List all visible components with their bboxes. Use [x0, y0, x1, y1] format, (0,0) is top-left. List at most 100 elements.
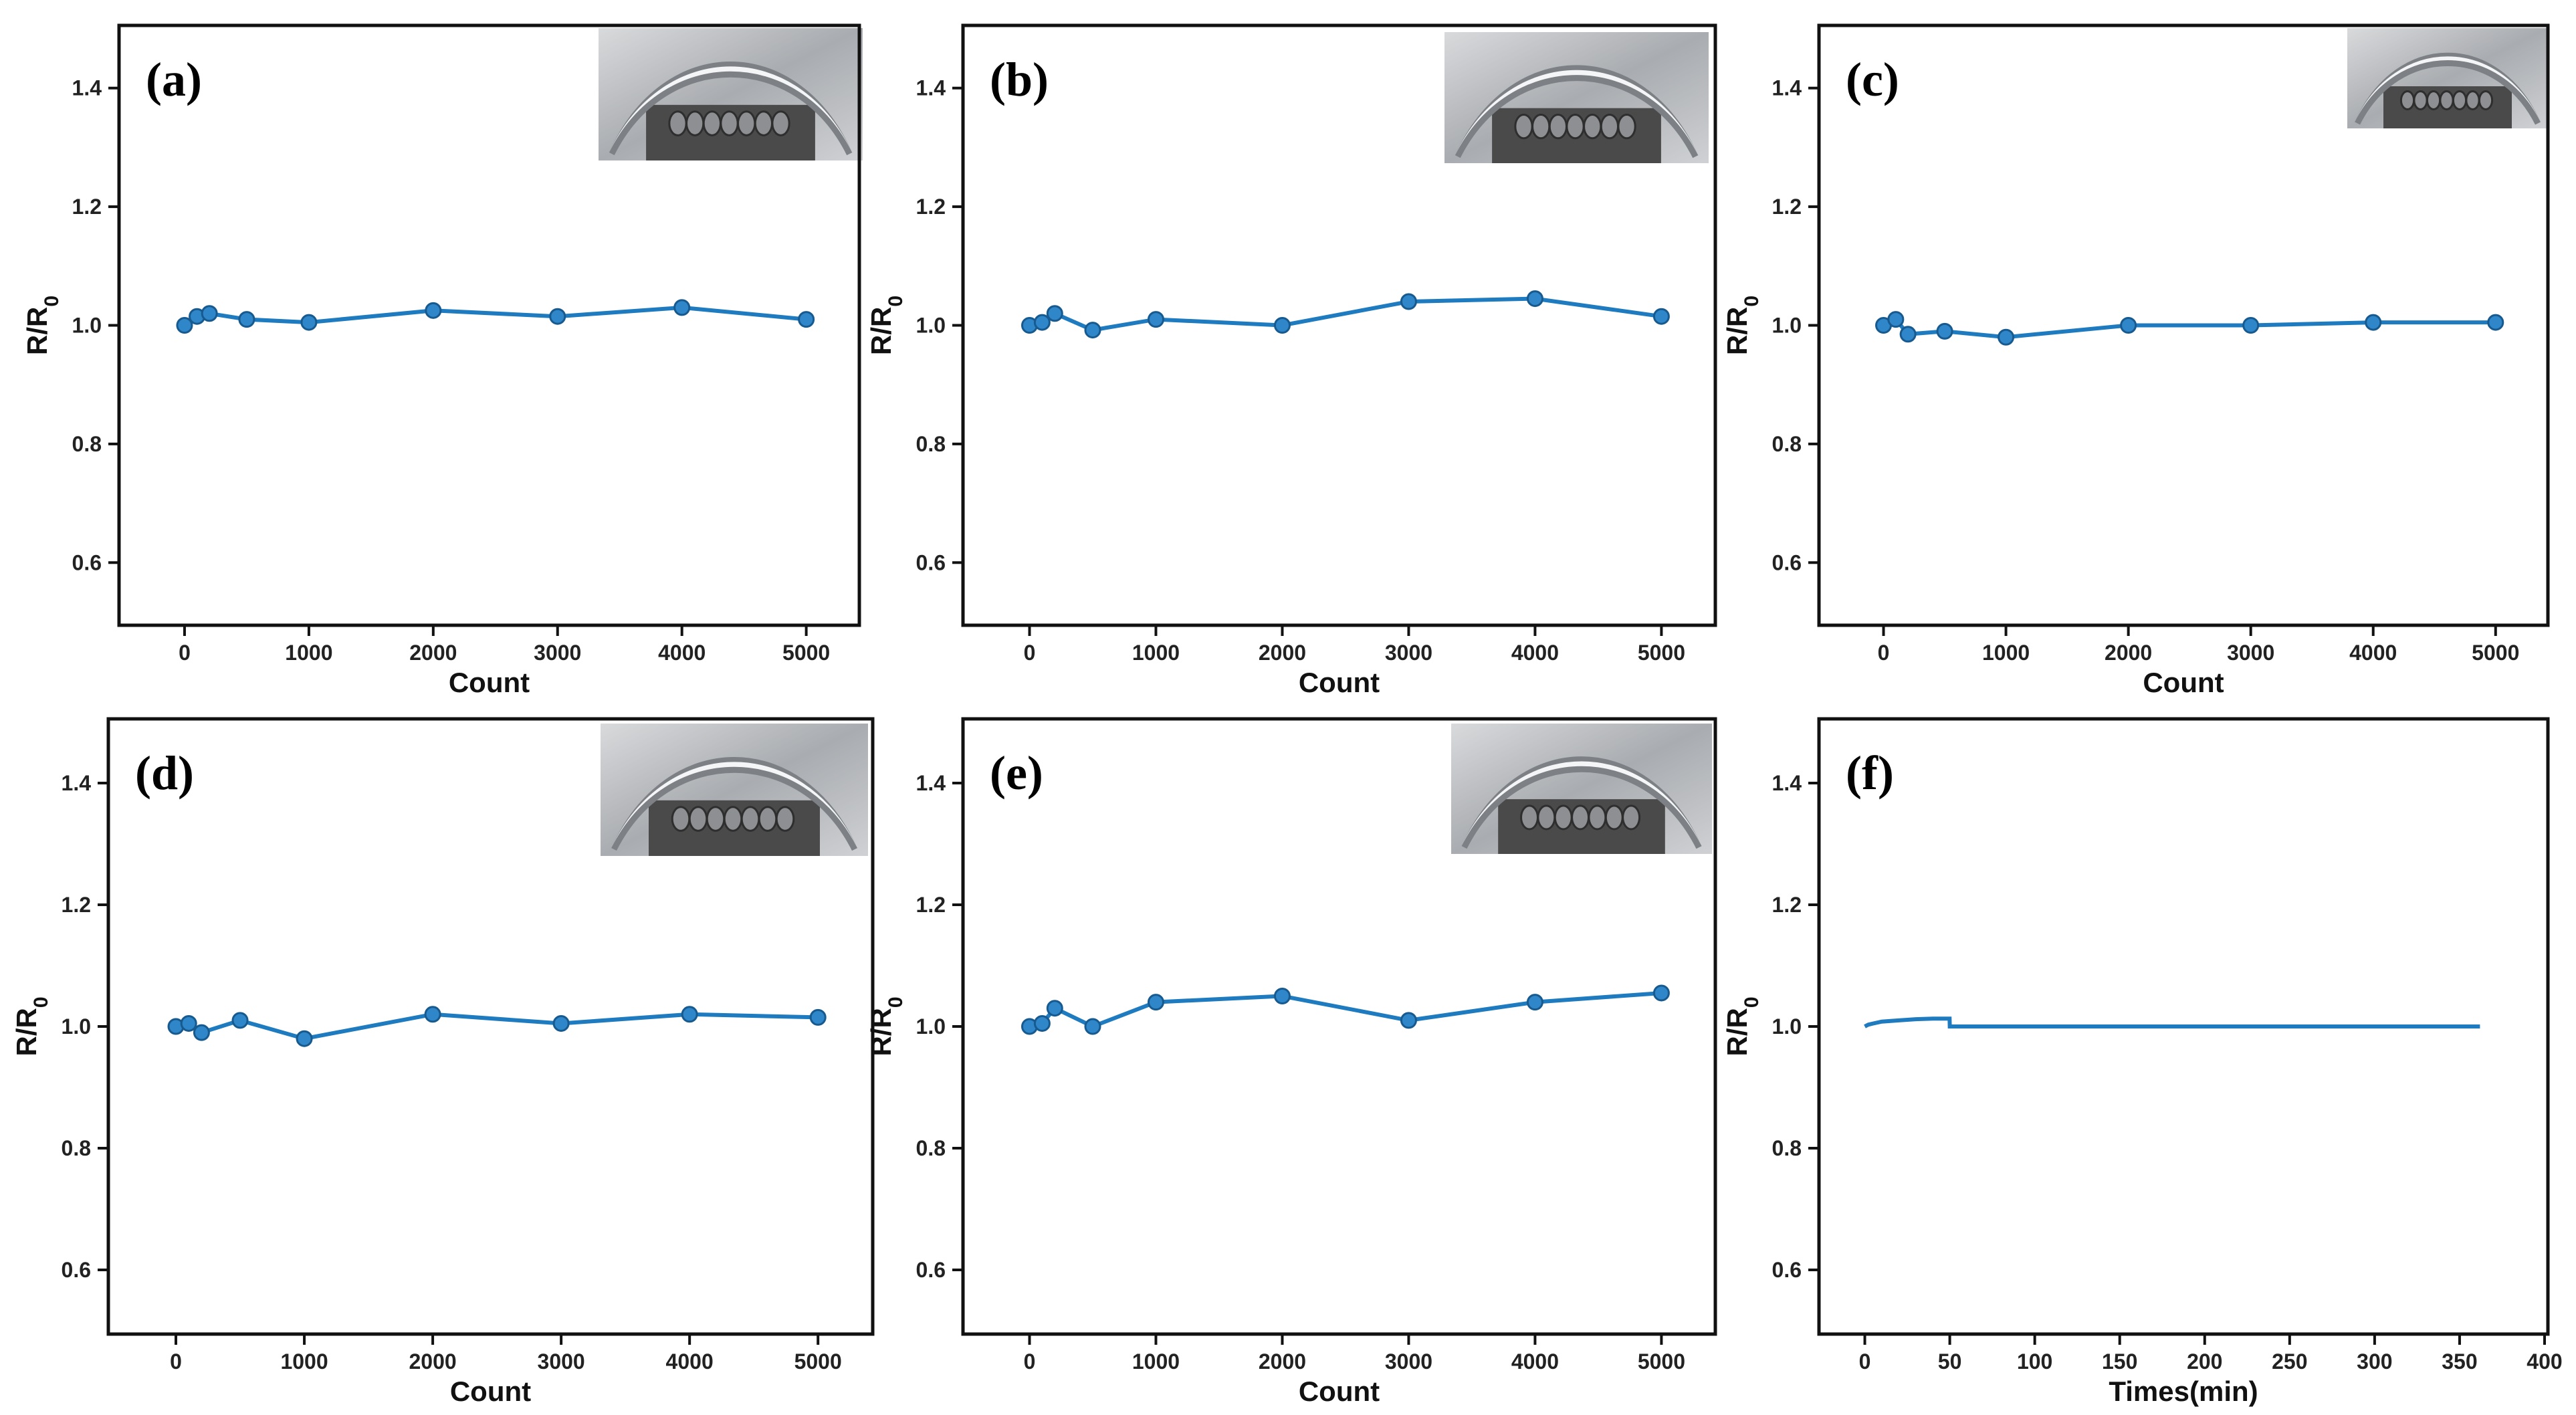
data-point: [673, 299, 691, 316]
data-point: [201, 305, 218, 322]
y-tick-label: 0.6: [916, 1258, 946, 1282]
data-point: [424, 1006, 441, 1023]
data-point: [1998, 328, 2015, 346]
data-point: [549, 308, 566, 325]
y-tick-label: 0.6: [1772, 1258, 1802, 1282]
x-tick-label: 4000: [1511, 641, 1559, 665]
x-tick-label: 200: [2187, 1349, 2222, 1374]
x-axis-label: Count: [2143, 667, 2224, 698]
series-line: [1029, 296, 1662, 332]
x-tick-label: 4000: [666, 1349, 714, 1374]
data-point: [193, 1024, 210, 1041]
data-point: [296, 1030, 313, 1047]
series-line: [1029, 991, 1662, 1029]
x-tick-label: 1000: [1982, 641, 2030, 665]
data-point: [238, 311, 255, 328]
x-tick-label: 0: [1024, 1349, 1036, 1374]
data-point: [300, 314, 318, 331]
x-tick-label: 0: [1859, 1349, 1871, 1374]
data-point: [1400, 1012, 1417, 1029]
data-point: [180, 1014, 197, 1032]
y-tick-label: 1.2: [916, 195, 946, 219]
data-point: [1084, 322, 1101, 339]
data-point: [1046, 305, 1063, 322]
chart-panel: 0.6 0.8 1.0 1.2 1.4 0 1000 2000 3000 4000 5000 Coun…: [865, 717, 1717, 1407]
y-tick-label: 1.4: [916, 76, 946, 100]
data-point: [231, 1012, 249, 1029]
x-tick-label: 5000: [782, 641, 830, 665]
y-tick-label: 1.2: [72, 195, 102, 219]
x-tick-label: 4000: [1511, 1349, 1559, 1374]
y-tick-label: 1.0: [62, 1014, 91, 1039]
data-point: [2242, 317, 2260, 334]
y-tick-label: 1.4: [72, 76, 102, 100]
series-line: [1864, 1016, 2480, 1028]
panel-label: (b): [990, 53, 1049, 106]
y-tick-label: 0.8: [916, 1136, 946, 1160]
inset-photo: [599, 28, 863, 160]
y-axis-label: R/R0: [1721, 996, 1763, 1056]
inset-photo: [601, 724, 868, 856]
x-tick-label: 3000: [2227, 641, 2274, 665]
y-tick-label: 1.2: [1772, 195, 1802, 219]
data-point: [681, 1006, 698, 1023]
panel-label: (e): [990, 746, 1043, 800]
y-tick-label: 1.0: [1772, 314, 1802, 338]
data-point: [1899, 326, 1917, 343]
data-point: [1652, 984, 1670, 1002]
inset-photo: [1444, 32, 1709, 163]
x-tick-label: 5000: [2472, 641, 2519, 665]
data-point: [1526, 290, 1543, 308]
y-tick-label: 1.0: [916, 1014, 946, 1039]
inset-photo: [2347, 28, 2548, 128]
y-tick-label: 1.4: [1772, 771, 1802, 795]
x-tick-label: 350: [2442, 1349, 2477, 1374]
y-tick-label: 1.0: [916, 314, 946, 338]
data-point: [809, 1008, 827, 1026]
y-tick-label: 0.6: [1772, 550, 1802, 574]
y-tick-label: 0.8: [916, 432, 946, 456]
chart-panel: 0.6 0.8 1.0 1.2 1.4 0 1000 2000 3000 4000 5000 Coun…: [11, 717, 875, 1407]
y-axis-label: R/R0: [1721, 296, 1763, 355]
panel-label: (f): [1846, 746, 1894, 800]
y-tick-label: 1.4: [916, 771, 946, 795]
x-tick-label: 5000: [1638, 1349, 1685, 1374]
x-axis-label: Count: [449, 667, 530, 698]
data-point: [1084, 1018, 1101, 1035]
data-point: [1046, 1000, 1063, 1017]
series-line: [183, 305, 807, 327]
data-point: [425, 302, 442, 319]
data-point: [2365, 314, 2382, 331]
x-tick-label: 3000: [1385, 1349, 1432, 1374]
data-point: [1400, 293, 1417, 310]
x-tick-label: 2000: [1259, 641, 1306, 665]
x-tick-label: 1000: [1132, 641, 1180, 665]
chart-panel: 0.6 0.8 1.0 1.2 1.4 0 1000 2000 3000 4000 5000 Coun…: [865, 23, 1717, 698]
data-point: [2120, 317, 2137, 334]
x-tick-label: 1000: [285, 641, 332, 665]
y-tick-label: 1.0: [72, 314, 102, 338]
x-tick-label: 150: [2102, 1349, 2137, 1374]
data-point: [1147, 311, 1164, 328]
inset-photo: [1451, 724, 1712, 854]
chart-panel: 0.6 0.8 1.0 1.2 1.4 0 1000 2000 3000 4000 5000 Coun…: [1721, 23, 2550, 698]
series-line: [175, 1012, 819, 1041]
data-point: [1033, 314, 1051, 331]
x-tick-label: 5000: [1638, 641, 1685, 665]
y-tick-label: 0.8: [72, 432, 102, 456]
x-tick-label: 0: [179, 641, 191, 665]
x-tick-label: 2000: [409, 1349, 456, 1374]
y-tick-label: 0.6: [916, 550, 946, 574]
y-tick-label: 1.2: [1772, 893, 1802, 917]
y-tick-label: 1.0: [1772, 1014, 1802, 1039]
y-tick-label: 1.4: [1772, 76, 1802, 100]
data-point: [798, 311, 815, 328]
x-tick-label: 1000: [1132, 1349, 1180, 1374]
y-axis-label: R/R0: [11, 996, 52, 1056]
data-point: [2487, 314, 2504, 331]
data-point: [1033, 1014, 1051, 1032]
panel-label: (c): [1846, 53, 1899, 106]
data-point: [1147, 994, 1164, 1011]
x-tick-label: 2000: [2105, 641, 2152, 665]
data-point: [1887, 311, 1905, 328]
